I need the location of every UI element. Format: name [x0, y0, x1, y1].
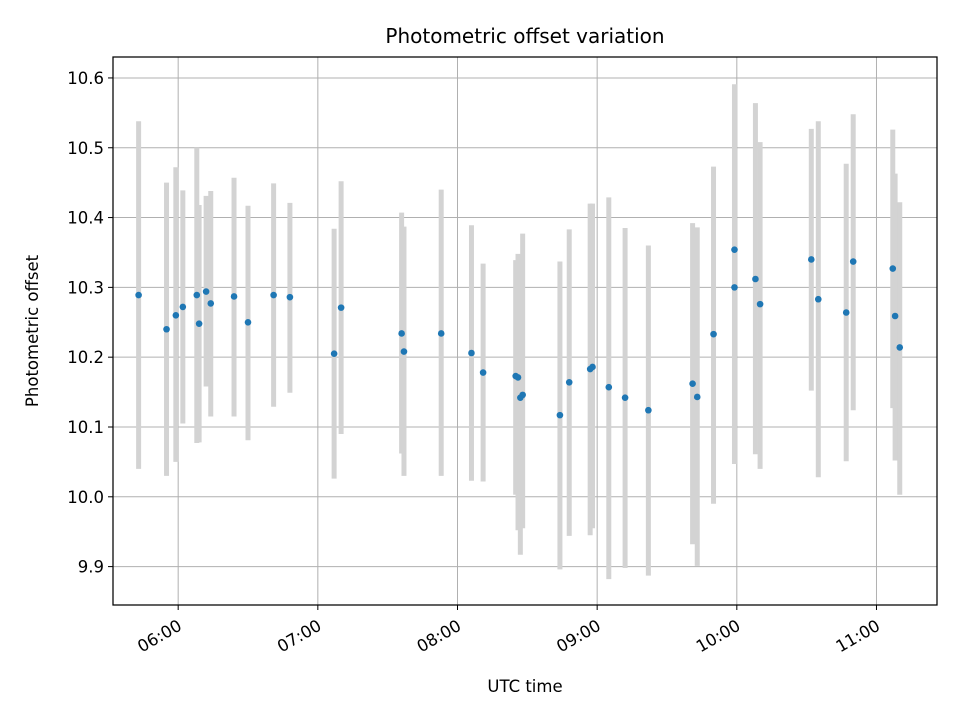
- data-point: [731, 284, 738, 291]
- data-point: [842, 309, 850, 316]
- data-point: [337, 304, 345, 311]
- data-point: [752, 275, 759, 283]
- data-point: [891, 312, 899, 320]
- data-point: [621, 394, 629, 401]
- data-points: [135, 246, 904, 419]
- data-point: [689, 380, 696, 388]
- y-axis-label: Photometric offset: [23, 254, 42, 407]
- data-point: [565, 379, 573, 386]
- data-point: [519, 391, 526, 399]
- data-point: [605, 383, 613, 391]
- data-point: [195, 320, 203, 327]
- y-tick-label: 10.2: [67, 348, 104, 367]
- y-tick-label: 10.3: [67, 278, 104, 297]
- data-point: [889, 265, 897, 272]
- y-tick-label: 10.5: [67, 139, 104, 158]
- data-point: [479, 369, 487, 376]
- data-point: [398, 330, 405, 337]
- data-point: [179, 303, 187, 311]
- data-point: [163, 325, 170, 333]
- data-point: [468, 349, 475, 357]
- data-point: [270, 291, 277, 299]
- data-point: [589, 363, 596, 371]
- data-point: [244, 318, 252, 326]
- data-point: [207, 300, 215, 307]
- data-point: [710, 330, 717, 338]
- data-point: [230, 293, 238, 300]
- data-point: [193, 291, 201, 299]
- data-point: [135, 291, 142, 299]
- data-point: [400, 348, 408, 355]
- chart-title: Photometric offset variation: [385, 24, 664, 48]
- data-point: [808, 256, 815, 263]
- y-tick-label: 9.9: [78, 558, 104, 577]
- y-tick-label: 10.1: [67, 418, 104, 437]
- data-point: [202, 288, 210, 295]
- data-point: [172, 311, 180, 319]
- data-point: [645, 406, 652, 414]
- x-axis-label: UTC time: [487, 677, 562, 696]
- y-tick-label: 10.4: [67, 209, 104, 228]
- data-point: [756, 300, 764, 308]
- y-tick-label: 10.6: [67, 69, 104, 88]
- y-axis-ticks: 9.9 10.0 10.1 10.2 10.3 10.4 10.5 10.6: [67, 69, 113, 577]
- data-point: [286, 293, 294, 301]
- data-point: [849, 258, 857, 265]
- data-point: [514, 374, 522, 381]
- data-point: [896, 344, 904, 351]
- data-point: [556, 411, 564, 419]
- y-tick-label: 10.0: [67, 488, 104, 507]
- plot-frame: [112, 56, 938, 606]
- data-point: [330, 350, 338, 357]
- data-point: [693, 393, 701, 401]
- data-point: [437, 330, 445, 337]
- data-point: [731, 246, 738, 253]
- data-point: [814, 295, 822, 303]
